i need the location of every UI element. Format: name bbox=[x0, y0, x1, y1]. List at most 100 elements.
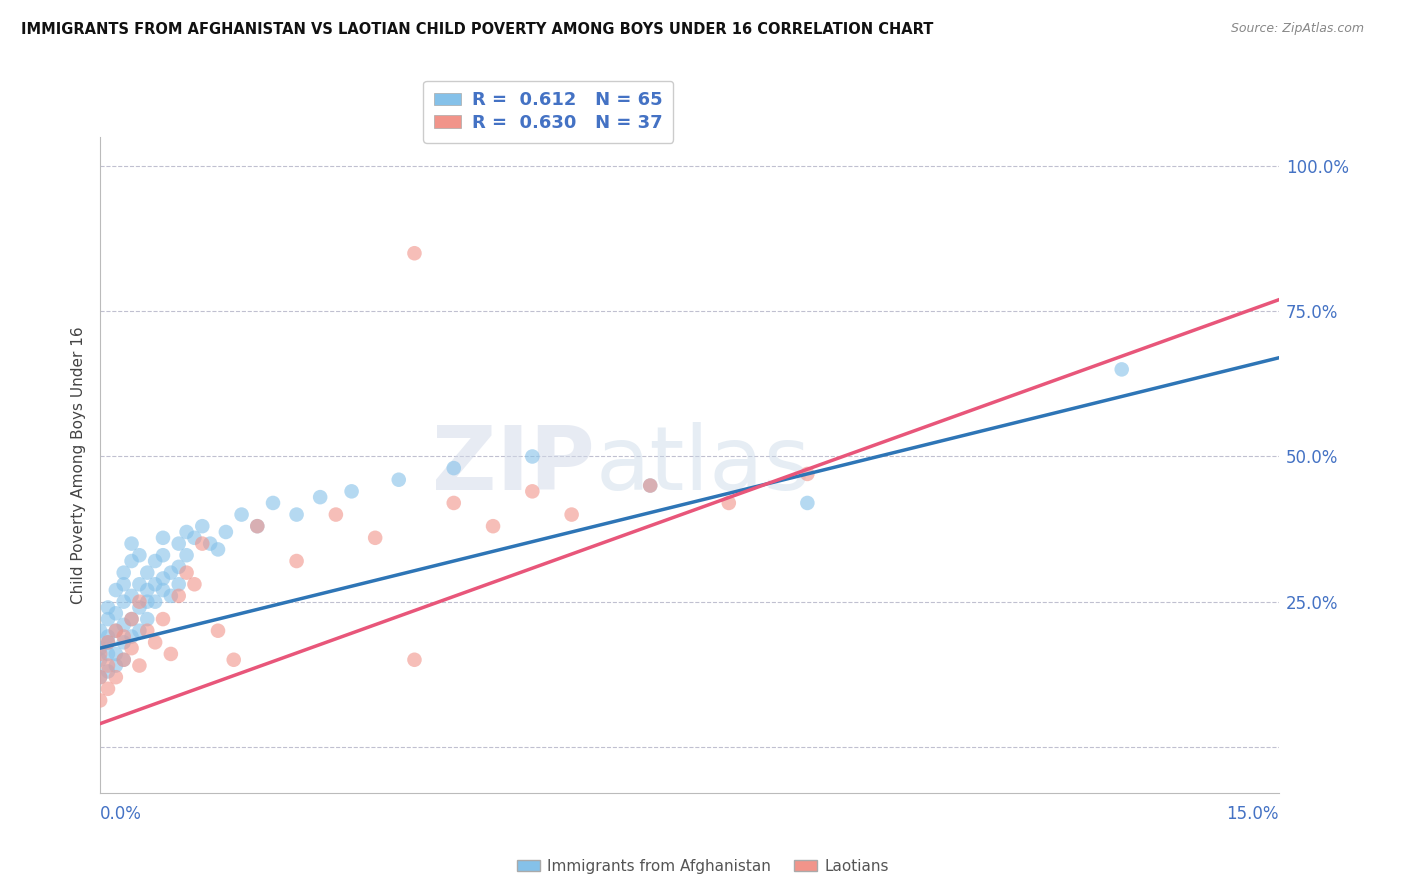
Point bbox=[325, 508, 347, 522]
Point bbox=[522, 450, 544, 464]
Point bbox=[364, 531, 387, 545]
Point bbox=[104, 624, 127, 638]
Point bbox=[152, 548, 174, 562]
Point bbox=[152, 571, 174, 585]
Point bbox=[262, 496, 284, 510]
Point bbox=[112, 566, 135, 580]
Point bbox=[97, 612, 120, 626]
Text: ZIP: ZIP bbox=[433, 422, 595, 508]
Point bbox=[104, 658, 127, 673]
Point bbox=[160, 589, 183, 603]
Point bbox=[121, 536, 143, 550]
Point bbox=[285, 554, 308, 568]
Point bbox=[136, 624, 159, 638]
Point bbox=[89, 647, 111, 661]
Point bbox=[176, 548, 198, 562]
Point bbox=[121, 641, 143, 656]
Point bbox=[176, 524, 198, 539]
Point bbox=[167, 559, 190, 574]
Point bbox=[121, 612, 143, 626]
Point bbox=[143, 635, 166, 649]
Point bbox=[143, 595, 166, 609]
Point bbox=[167, 577, 190, 591]
Point bbox=[136, 612, 159, 626]
Point bbox=[104, 607, 127, 621]
Point bbox=[717, 496, 740, 510]
Point bbox=[143, 577, 166, 591]
Point bbox=[89, 653, 111, 667]
Point bbox=[198, 536, 221, 550]
Point bbox=[112, 653, 135, 667]
Point bbox=[121, 589, 143, 603]
Point bbox=[246, 519, 269, 533]
Point bbox=[231, 508, 253, 522]
Point bbox=[482, 519, 505, 533]
Point bbox=[176, 566, 198, 580]
Point bbox=[112, 577, 135, 591]
Point bbox=[89, 624, 111, 638]
Text: atlas: atlas bbox=[595, 422, 810, 508]
Point bbox=[97, 681, 120, 696]
Point bbox=[89, 641, 111, 656]
Point bbox=[121, 554, 143, 568]
Y-axis label: Child Poverty Among Boys Under 16: Child Poverty Among Boys Under 16 bbox=[72, 326, 86, 604]
Point bbox=[136, 566, 159, 580]
Point bbox=[89, 670, 111, 684]
Point bbox=[796, 496, 818, 510]
Point bbox=[128, 658, 150, 673]
Point bbox=[167, 589, 190, 603]
Point bbox=[128, 577, 150, 591]
Point bbox=[152, 531, 174, 545]
Point bbox=[207, 542, 229, 557]
Point bbox=[443, 461, 465, 475]
Point bbox=[340, 484, 363, 499]
Point bbox=[112, 595, 135, 609]
Point bbox=[191, 519, 214, 533]
Point bbox=[112, 653, 135, 667]
Text: 15.0%: 15.0% bbox=[1226, 805, 1279, 823]
Point bbox=[112, 635, 135, 649]
Point bbox=[97, 665, 120, 679]
Point bbox=[97, 647, 120, 661]
Point bbox=[160, 647, 183, 661]
Point bbox=[112, 618, 135, 632]
Point bbox=[128, 595, 150, 609]
Point bbox=[404, 246, 426, 260]
Point bbox=[207, 624, 229, 638]
Point bbox=[97, 635, 120, 649]
Legend: Immigrants from Afghanistan, Laotians: Immigrants from Afghanistan, Laotians bbox=[510, 853, 896, 880]
Point bbox=[97, 630, 120, 644]
Point bbox=[112, 630, 135, 644]
Point bbox=[246, 519, 269, 533]
Point bbox=[121, 612, 143, 626]
Point bbox=[404, 653, 426, 667]
Point bbox=[128, 600, 150, 615]
Point bbox=[89, 670, 111, 684]
Point bbox=[89, 693, 111, 707]
Point bbox=[183, 577, 205, 591]
Point bbox=[128, 624, 150, 638]
Point bbox=[796, 467, 818, 481]
Point bbox=[191, 536, 214, 550]
Text: IMMIGRANTS FROM AFGHANISTAN VS LAOTIAN CHILD POVERTY AMONG BOYS UNDER 16 CORRELA: IMMIGRANTS FROM AFGHANISTAN VS LAOTIAN C… bbox=[21, 22, 934, 37]
Legend: R =  0.612   N = 65, R =  0.630   N = 37: R = 0.612 N = 65, R = 0.630 N = 37 bbox=[423, 80, 673, 143]
Text: 0.0%: 0.0% bbox=[100, 805, 142, 823]
Point bbox=[522, 484, 544, 499]
Point bbox=[128, 548, 150, 562]
Point bbox=[388, 473, 411, 487]
Point bbox=[215, 524, 238, 539]
Point bbox=[638, 478, 661, 492]
Point bbox=[136, 583, 159, 598]
Text: Source: ZipAtlas.com: Source: ZipAtlas.com bbox=[1230, 22, 1364, 36]
Point bbox=[97, 658, 120, 673]
Point bbox=[104, 583, 127, 598]
Point bbox=[167, 536, 190, 550]
Point bbox=[309, 490, 332, 504]
Point bbox=[222, 653, 245, 667]
Point bbox=[638, 478, 661, 492]
Point bbox=[136, 595, 159, 609]
Point bbox=[285, 508, 308, 522]
Point bbox=[443, 496, 465, 510]
Point bbox=[561, 508, 583, 522]
Point bbox=[104, 647, 127, 661]
